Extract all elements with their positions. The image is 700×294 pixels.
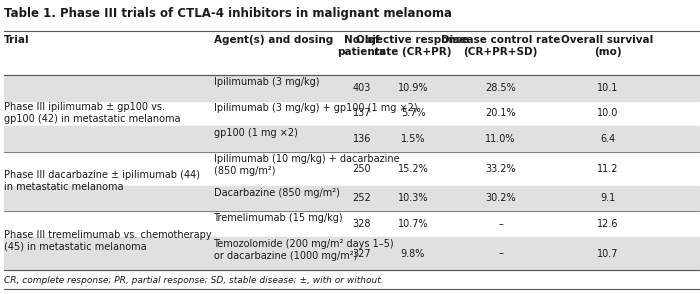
Text: 10.0: 10.0 [597,108,618,118]
Text: 252: 252 [353,193,371,203]
Text: 15.2%: 15.2% [398,163,428,174]
Text: 403: 403 [353,83,371,93]
Text: gp100 (1 mg ×2): gp100 (1 mg ×2) [214,128,298,138]
Text: Ipilimumab (10 mg/kg) + dacarbazine
(850 mg/m²): Ipilimumab (10 mg/kg) + dacarbazine (850… [214,154,399,176]
Text: Dacarbazine (850 mg/m²): Dacarbazine (850 mg/m²) [214,188,340,198]
Bar [4,126,699,152]
Text: 20.1%: 20.1% [485,108,516,118]
Text: Table 1. Phase III trials of CTLA-4 inhibitors in malignant melanoma: Table 1. Phase III trials of CTLA-4 inhi… [4,7,452,20]
Text: 137: 137 [353,108,371,118]
Text: 9.8%: 9.8% [401,248,425,259]
Text: 33.2%: 33.2% [485,163,516,174]
Bar [4,75,699,101]
Text: Phase III dacarbazine ± ipilimumab (44)
in metastatic melanoma: Phase III dacarbazine ± ipilimumab (44) … [4,171,199,192]
Text: 28.5%: 28.5% [485,83,516,93]
Text: Temozolomide (200 mg/m² days 1–5)
or dacarbazine (1000 mg/m²): Temozolomide (200 mg/m² days 1–5) or dac… [214,239,394,261]
Bar [4,186,699,211]
Text: Phase III tremelimumab vs. chemotherapy
(45) in metastatic melanoma: Phase III tremelimumab vs. chemotherapy … [4,230,211,252]
Text: CR, complete response; PR, partial response; SD, stable disease; ±, with or with: CR, complete response; PR, partial respo… [4,276,383,285]
Text: 10.3%: 10.3% [398,193,428,203]
Text: No. of
patients: No. of patients [337,35,386,57]
Text: 11.2: 11.2 [597,163,618,174]
Text: 10.9%: 10.9% [398,83,428,93]
Text: Disease control rate
(CR+PR+SD): Disease control rate (CR+PR+SD) [441,35,560,57]
Text: 250: 250 [353,163,371,174]
Text: 12.6: 12.6 [597,219,618,229]
Text: Trial: Trial [4,35,29,45]
Text: 10.7: 10.7 [597,248,618,259]
Text: 5.7%: 5.7% [400,108,426,118]
Text: –: – [498,248,503,259]
Text: 10.7%: 10.7% [398,219,428,229]
Text: Ipilimumab (3 mg/kg): Ipilimumab (3 mg/kg) [214,77,319,87]
Text: –: – [498,219,503,229]
Text: Tremelimumab (15 mg/kg): Tremelimumab (15 mg/kg) [214,213,343,223]
Text: 328: 328 [353,219,371,229]
Text: Agent(s) and dosing: Agent(s) and dosing [214,35,332,45]
Text: Overall survival
(mo): Overall survival (mo) [561,35,654,57]
Bar [4,237,699,270]
Text: 327: 327 [353,248,371,259]
Text: Ipilimumab (3 mg/kg) + gp100 (1 mg ×2): Ipilimumab (3 mg/kg) + gp100 (1 mg ×2) [214,103,417,113]
Text: 11.0%: 11.0% [485,134,516,144]
Text: Phase III ipilimumab ± gp100 vs.
gp100 (42) in metastatic melanoma: Phase III ipilimumab ± gp100 vs. gp100 (… [4,102,180,124]
Text: 136: 136 [353,134,371,144]
Text: Objective response
rate (CR+PR): Objective response rate (CR+PR) [356,35,470,57]
Text: 6.4: 6.4 [600,134,615,144]
Text: 30.2%: 30.2% [485,193,516,203]
Text: 10.1: 10.1 [597,83,618,93]
Text: 1.5%: 1.5% [400,134,426,144]
Text: 9.1: 9.1 [600,193,615,203]
